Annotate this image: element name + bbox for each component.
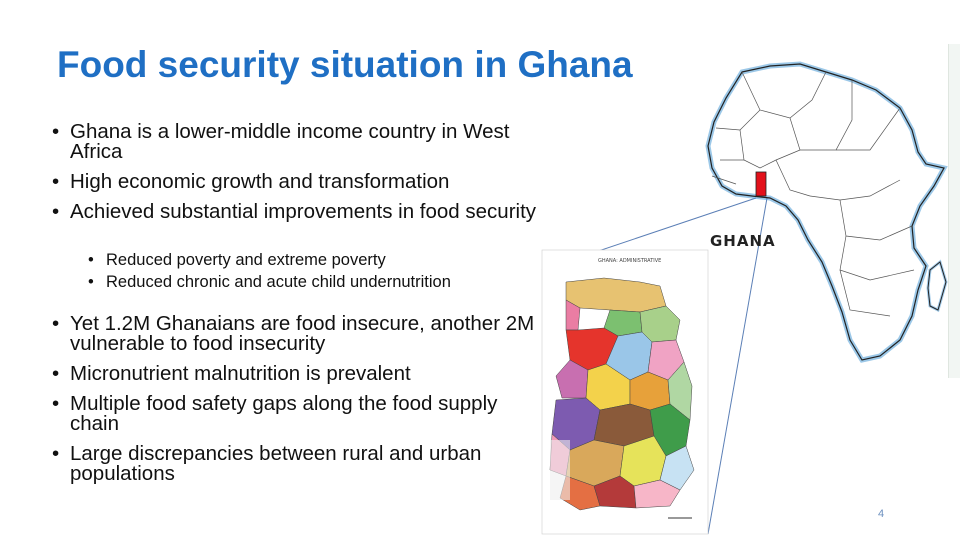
bullet-list-top: Ghana is a lower-middle income country i…: [52, 121, 542, 222]
bullet-item: High economic growth and transformation: [52, 171, 542, 192]
bullet-item: Large discrepancies between rural and ur…: [52, 443, 542, 484]
bullet-item: Micronutrient malnutrition is prevalent: [52, 363, 542, 384]
map-label: GHANA: [710, 232, 776, 250]
bullet-item: Ghana is a lower-middle income country i…: [52, 121, 542, 162]
page-number: 4: [878, 508, 885, 520]
sub-bullet-item: Reduced chronic and acute child undernut…: [88, 271, 451, 293]
bullet-item: Achieved substantial improvements in foo…: [52, 201, 542, 222]
ghana-highlight: [755, 171, 767, 197]
slide-title: Food security situation in Ghana: [57, 44, 633, 85]
sub-bullet-list: Reduced poverty and extreme poverty Redu…: [88, 249, 451, 293]
bullet-list-bottom: Yet 1.2M Ghanaians are food insecure, an…: [52, 313, 542, 484]
bullet-item: Yet 1.2M Ghanaians are food insecure, an…: [52, 313, 542, 354]
africa-map: [705, 61, 948, 363]
sub-bullet-item: Reduced poverty and extreme poverty: [88, 249, 451, 271]
bullet-item: Multiple food safety gaps along the food…: [52, 393, 542, 434]
svg-text:GHANA: ADMINISTRATIVE: GHANA: ADMINISTRATIVE: [598, 258, 661, 264]
ghana-regional-map: GHANA: ADMINISTRATIVE: [541, 249, 709, 535]
side-watermark-bar: [948, 44, 960, 378]
connector-line-bottom: [707, 197, 768, 535]
